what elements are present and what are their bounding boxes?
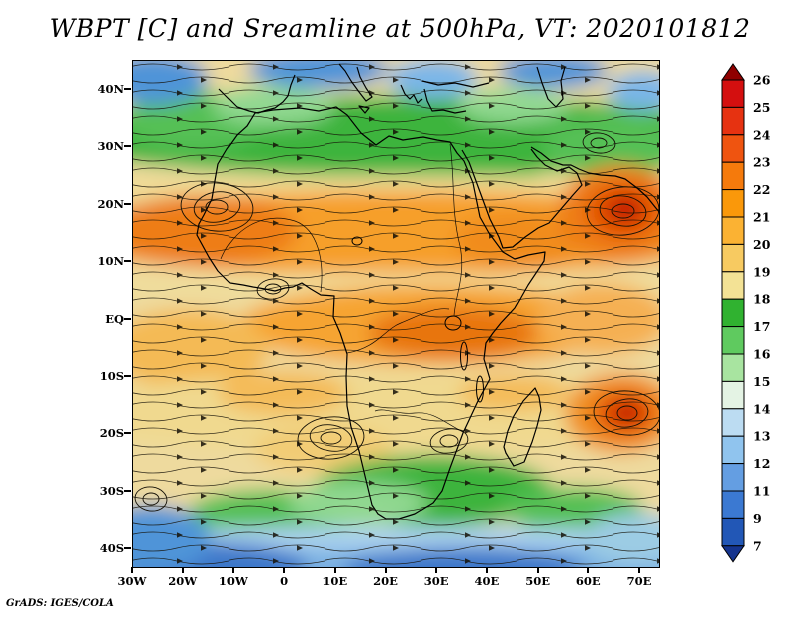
map-canvas <box>133 61 659 567</box>
colorbar-cell <box>721 161 745 191</box>
x-axis-tick <box>283 567 286 573</box>
colorbar-arrow-top <box>721 63 745 81</box>
colorbar-label: 17 <box>753 319 770 334</box>
colorbar-cell <box>721 326 745 355</box>
colorbar-label: 23 <box>753 155 770 170</box>
colorbar-label: 19 <box>753 264 770 279</box>
y-axis-label: 40S <box>99 541 124 556</box>
y-axis-label: 10S <box>99 369 124 383</box>
colorbar-label: 18 <box>753 292 771 307</box>
x-axis-label: 10E <box>322 574 348 588</box>
coastlines <box>196 63 659 520</box>
colorbar-label: 7 <box>753 538 762 553</box>
colorbar-cell <box>721 271 745 300</box>
y-axis-tick <box>124 202 131 205</box>
x-axis-tick <box>333 567 336 573</box>
x-axis-tick <box>384 567 387 573</box>
y-axis-tick <box>124 317 131 320</box>
x-axis-tick <box>638 567 640 573</box>
x-axis-tick <box>435 567 438 573</box>
y-axis-tick <box>124 260 131 263</box>
x-axis-tick <box>232 567 235 573</box>
colorbar-label: 25 <box>753 100 770 115</box>
streamlines-texture <box>133 61 659 567</box>
y-axis-label: 20S <box>99 426 124 441</box>
colorbar-cell <box>721 380 745 410</box>
colorbar-label: 14 <box>753 401 771 416</box>
y-axis-tick <box>124 547 131 550</box>
colorbar-cell <box>721 243 745 273</box>
madagascar-coastline <box>503 387 542 467</box>
x-axis-label: 20E <box>373 574 398 588</box>
colorbar-cell <box>721 298 745 328</box>
x-axis-label: 20W <box>168 574 198 588</box>
y-axis-tick <box>124 87 131 90</box>
x-axis-tick <box>181 567 184 573</box>
colorbar-cell <box>721 353 745 382</box>
map-frame <box>132 60 660 568</box>
rivers <box>220 143 464 433</box>
y-axis-tick <box>124 375 131 377</box>
colorbar: 26 25 24 23 22 21 20 19 18 17 16 15 14 13 12 11 9 7 <box>721 63 771 563</box>
y-axis-label: EQ <box>105 311 124 326</box>
colorbar-label: 22 <box>753 182 770 197</box>
y-axis-label: 30S <box>99 483 124 498</box>
colorbar-label: 20 <box>753 237 771 252</box>
colorbar-cell <box>721 189 745 218</box>
x-axis-label: 60E <box>575 574 601 588</box>
colorbar-cell <box>721 463 745 492</box>
colorbar-cell <box>721 79 745 108</box>
x-axis-label: 40E <box>474 574 500 588</box>
x-axis-label: 70E <box>626 574 652 588</box>
colorbar-label: 12 <box>753 456 770 471</box>
x-axis-label: 30E <box>423 574 449 588</box>
colorbar-label: 9 <box>753 511 762 526</box>
europe-coastlines <box>218 63 566 114</box>
colorbar-label: 13 <box>753 429 770 444</box>
x-axis-label: 0 <box>280 574 289 588</box>
colorbar-cell <box>721 517 745 547</box>
y-axis-tick <box>124 432 131 435</box>
colorbar-label: 15 <box>753 374 770 389</box>
credit-text: GrADS: IGES/COLA <box>6 598 114 609</box>
arabia-coastline <box>461 146 659 249</box>
colorbar-cell <box>721 216 745 245</box>
colorbar-arrow-bottom <box>721 545 745 563</box>
y-axis-label: 30N <box>97 139 124 154</box>
y-axis-label: 20N <box>97 196 124 211</box>
x-axis-label: 30W <box>117 574 147 588</box>
y-axis-label: 10N <box>97 254 124 269</box>
plot-title: WBPT [C] and Sreamline at 500hPa, VT: 20… <box>49 14 751 43</box>
colorbar-cell <box>721 435 745 465</box>
y-axis-tick <box>124 145 131 148</box>
colorbar-label: 26 <box>753 73 771 88</box>
colorbar-label: 21 <box>753 210 770 225</box>
lakes <box>351 236 484 403</box>
streamline-vortices <box>134 132 659 512</box>
x-axis-label: 50E <box>525 574 550 588</box>
y-axis-tick <box>124 489 131 492</box>
y-axis-label: 40N <box>97 81 124 96</box>
colorbar-cell <box>721 490 745 519</box>
x-axis-tick <box>587 567 590 573</box>
x-axis-tick <box>536 567 539 573</box>
colorbar-cell <box>721 106 745 136</box>
x-axis-label: 10W <box>218 574 248 588</box>
colorbar-label: 24 <box>753 127 771 142</box>
x-axis-tick <box>485 567 488 573</box>
colorbar-label: 11 <box>753 484 770 499</box>
x-axis-tick <box>131 567 133 573</box>
colorbar-cell <box>721 134 745 163</box>
colorbar-cell <box>721 408 745 437</box>
africa-coastline <box>196 106 546 520</box>
colorbar-label: 16 <box>753 347 771 362</box>
